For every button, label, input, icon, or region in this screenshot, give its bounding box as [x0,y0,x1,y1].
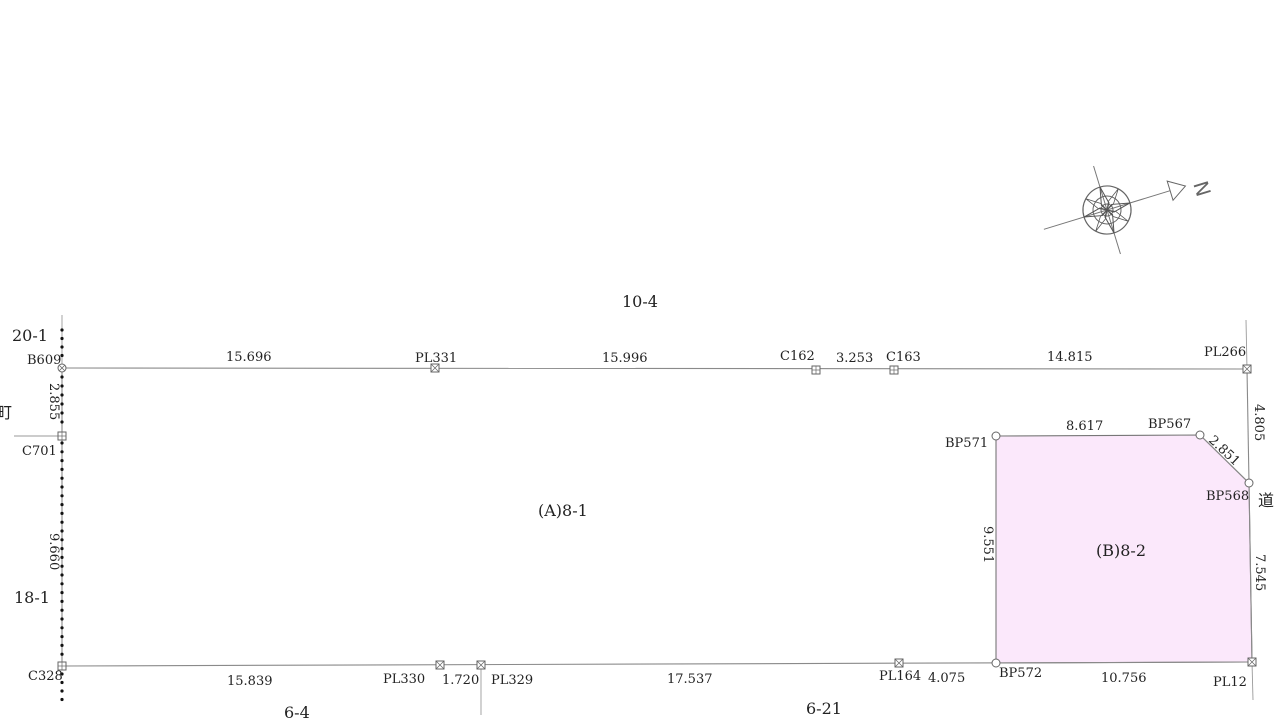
point-label-pl331: PL331 [415,351,457,366]
distance-b-top: 8.617 [1066,419,1103,434]
marker-pl330 [435,660,445,670]
boundary-dot [60,450,64,454]
boundary-dot [60,420,64,424]
distance-top-2: 15.996 [602,351,648,366]
point-label-pl164: PL164 [879,669,921,684]
boundary-dot [60,626,64,630]
boundary-dot [60,494,64,498]
boundary-dot [60,617,64,621]
compass-north-label: N [1188,178,1215,199]
point-markers [57,363,1257,671]
distance-top-1: 15.696 [226,350,272,365]
distance-bottom-2: 1.720 [442,673,479,688]
boundary-dot [60,384,64,388]
neighbor-left-edge-label: 編町 [0,403,12,422]
point-label-pl330: PL330 [383,672,425,687]
marker-pl331 [430,363,440,373]
boundary-dot [60,608,64,612]
boundary-dot [60,680,64,685]
point-label-b609: B609 [27,353,61,368]
boundary-dot [60,672,64,676]
parcel-b-label: (B)8-2 [1096,541,1146,560]
boundary-dot [60,485,64,489]
boundary-dot [60,689,64,693]
marker-c162 [811,365,821,375]
boundary-dot [60,652,64,656]
neighbor-top-label: 10-4 [622,292,658,311]
neighbor-left-mid-label: 18-1 [14,588,50,607]
road-label: 道 [1258,491,1274,510]
point-label-bp572: BP572 [999,666,1042,681]
boundary-dot [60,599,64,604]
boundary-dot [60,411,64,415]
boundary-dot [60,643,64,648]
boundary-dot [60,697,64,702]
neighbor-left-top-label: 20-1 [12,326,48,345]
distance-right-2: 7.545 [1252,554,1267,591]
boundary-dot [60,591,64,595]
parcel-a-label: (A)8-1 [538,501,588,520]
point-label-bp567: BP567 [1148,417,1191,432]
marker-bp571 [991,431,1001,441]
point-label-bp568: BP568 [1206,489,1249,504]
boundary-dot [60,459,64,463]
boundary-dot [60,476,64,480]
boundary-dot [60,582,64,586]
distance-bottom-4: 4.075 [928,671,965,686]
point-label-pl12: PL12 [1213,675,1247,690]
marker-pl266 [1242,364,1252,374]
marker-pl329 [476,660,486,670]
boundary-dot [60,467,64,471]
boundary-dot [60,635,64,639]
compass-rose-icon: N [1043,165,1216,255]
marker-c328 [57,661,67,671]
marker-pl164 [894,658,904,668]
boundary-dot [60,555,64,560]
boundary-dot [60,503,64,507]
point-label-pl329: PL329 [491,673,533,688]
neighbor-bottom-left-label: 6-4 [284,703,310,722]
boundary-dot [60,511,64,515]
point-label-bp571: BP571 [945,436,988,451]
boundary-dot [60,529,64,533]
boundary-dot [60,573,64,577]
boundary-dot [60,345,64,349]
marker-bp568 [1244,478,1254,488]
neighbor-bottom-right-label: 6-21 [806,699,842,718]
marker-bp572 [991,658,1001,668]
boundary-dot [60,564,64,568]
boundary-dot [60,393,64,397]
marker-pl12 [1247,657,1257,667]
distance-top-3: 3.253 [836,351,873,366]
distance-left-1: 2.855 [46,383,61,420]
boundary-dot [60,520,64,524]
boundary-lines [14,315,1254,715]
distance-bottom-1: 15.839 [227,674,273,689]
left-dotted-boundary [60,328,64,702]
point-label-c162: C162 [780,349,815,364]
distance-left-2: 9.660 [46,533,61,570]
distance-bottom-5: 10.756 [1101,671,1147,686]
point-label-c328: C328 [28,669,63,684]
marker-bp567 [1195,430,1205,440]
boundary-dot [60,547,64,551]
boundary-dot [60,375,64,379]
point-label-pl266: PL266 [1204,345,1246,360]
point-label-c163: C163 [886,350,921,365]
boundary-dot [60,441,64,445]
distance-top-4: 14.815 [1047,350,1093,365]
distance-b-left: 9.551 [980,526,995,563]
boundary-dot [60,328,64,332]
boundary-dot [60,402,64,406]
marker-c163 [889,365,899,375]
distance-right-1: 4.805 [1251,404,1266,441]
point-label-c701: C701 [22,444,57,459]
boundary-dot [60,353,64,358]
distance-bottom-3: 17.537 [667,672,713,687]
boundary-dot [60,538,64,542]
marker-c701 [57,431,67,441]
boundary-dot [60,336,64,341]
